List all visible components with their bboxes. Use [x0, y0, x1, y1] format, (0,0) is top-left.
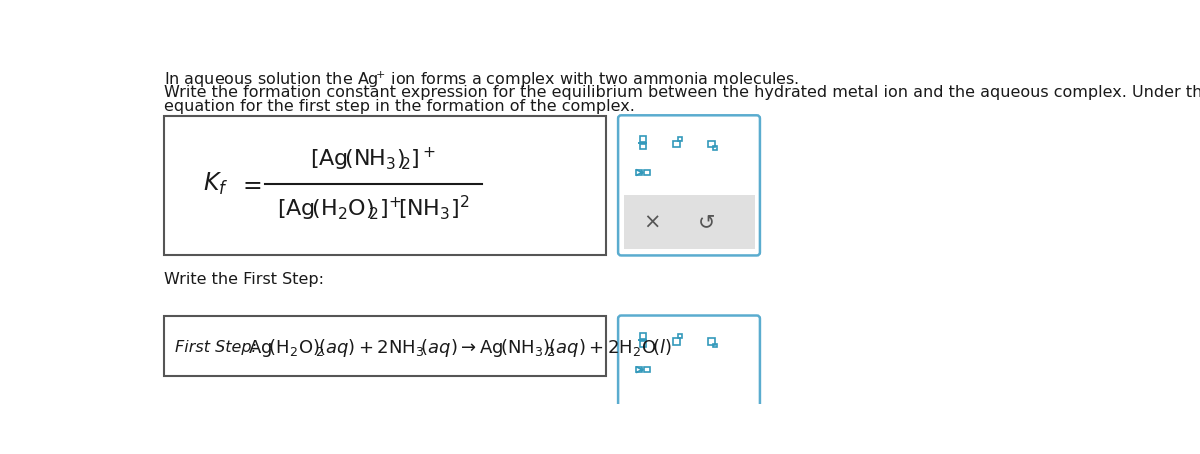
Text: Write the formation constant expression for the equilibrium between the hydrated: Write the formation constant expression … [164, 85, 1200, 100]
Bar [164, 316, 606, 376]
Bar [673, 338, 679, 345]
Bar [708, 338, 714, 345]
Bar [640, 333, 646, 339]
FancyBboxPatch shape [618, 115, 760, 256]
Bar [640, 136, 646, 142]
Bar [673, 141, 679, 148]
Bar [636, 170, 642, 175]
Bar [678, 137, 682, 141]
FancyBboxPatch shape [618, 316, 760, 414]
Bar [640, 341, 646, 346]
Text: $\left[\mathrm{Ag}\!\left(\mathrm{NH}_3\right)_{\!\!2}\right]^+$: $\left[\mathrm{Ag}\!\left(\mathrm{NH}_3\… [310, 146, 437, 173]
Bar [713, 344, 716, 347]
Bar [636, 367, 642, 372]
Text: $\left[\mathrm{Ag}\!\left(\mathrm{H}_2\mathrm{O}\right)_{\!\!2}\right]^{\!+}\!\!: $\left[\mathrm{Ag}\!\left(\mathrm{H}_2\m… [277, 194, 469, 223]
Text: First Step:: First Step: [175, 340, 257, 355]
Text: $K_f$: $K_f$ [203, 171, 228, 197]
Bar [713, 147, 716, 150]
Text: In aqueous solution the Ag$\!^{+}$ ion forms a complex with two ammonia molecule: In aqueous solution the Ag$\!^{+}$ ion f… [164, 70, 799, 90]
Text: ↺: ↺ [697, 212, 715, 232]
Bar [624, 195, 755, 249]
Bar [678, 334, 682, 338]
Bar [644, 170, 649, 175]
Text: $\mathrm{Ag}\!\left(\mathrm{H_2O}\right)_{\!\!2}\!\!\left(\mathit{aq}\right) + 2: $\mathrm{Ag}\!\left(\mathrm{H_2O}\right)… [247, 337, 671, 359]
Text: Write the First Step:: Write the First Step: [164, 271, 324, 286]
Text: $=$: $=$ [238, 172, 262, 196]
Bar [164, 116, 606, 255]
Bar [644, 367, 649, 372]
Text: ×: × [643, 212, 661, 232]
Text: equation for the first step in the formation of the complex.: equation for the first step in the forma… [164, 99, 635, 114]
Bar [640, 144, 646, 149]
Bar [708, 141, 714, 148]
